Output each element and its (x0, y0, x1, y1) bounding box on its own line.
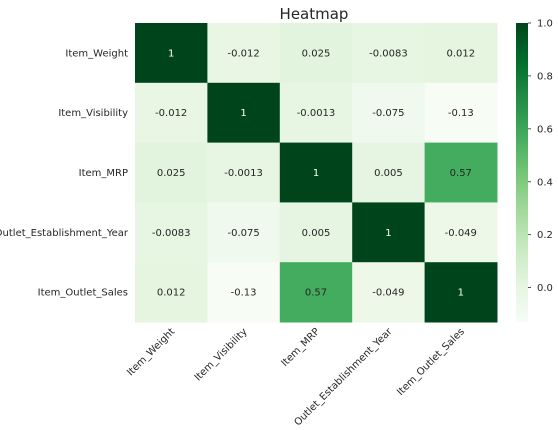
cell-value-label: -0.0013 (297, 108, 336, 119)
cell-value-label: -0.075 (227, 228, 259, 239)
heatmap-cell (352, 262, 426, 323)
chart-title: Heatmap (280, 5, 349, 23)
heatmap-cell (352, 23, 426, 84)
cell-value-label: 1 (458, 288, 464, 299)
colorbar-tick-label: 1.0 (537, 19, 553, 30)
colorbar-tick-label: 0.8 (537, 71, 553, 82)
colorbar-ticks: 0.0 0.2 0.4 0.6 0.8 1.0 (528, 19, 553, 294)
column-label: Item_Visibility (193, 326, 250, 383)
cell-value-label: -0.0013 (224, 168, 263, 179)
cell-value-label: 0.025 (302, 48, 331, 59)
cell-value-label: 1 (313, 168, 319, 179)
heatmap-cell (279, 23, 353, 84)
heatmap-cell (352, 202, 426, 263)
cell-value-label: 0.57 (305, 288, 327, 299)
heatmap-cell (207, 82, 281, 144)
heatmap-cell (135, 23, 208, 84)
colorbar-tick-label: 0.2 (537, 230, 553, 241)
cell-value-label: 0.012 (157, 288, 186, 299)
row-label: Outlet_Establishment_Year (0, 228, 129, 239)
heatmap-cell (424, 202, 498, 263)
heatmap-cell (135, 202, 208, 263)
heatmap-cell (279, 82, 353, 144)
heatmap-cell (424, 23, 498, 84)
colorbar (516, 23, 528, 322)
cell-value-label: -0.13 (448, 108, 474, 119)
cell-value-label: 0.005 (302, 228, 331, 239)
cell-value-label: -0.049 (372, 288, 404, 299)
heatmap-cell (424, 142, 498, 203)
heatmap-cell (207, 262, 281, 323)
cell-value-label: -0.13 (231, 288, 257, 299)
cell-value-label: 0.005 (374, 168, 403, 179)
heatmap-cell (279, 262, 353, 323)
cell-value-label: -0.0083 (369, 48, 408, 59)
heatmap-cells: 1 -0.012 0.025 -0.0083 0.012 -0.012 1 -0.0013 -0… (135, 23, 498, 323)
row-label: Item_MRP (79, 168, 128, 179)
heatmap-cell (135, 262, 208, 323)
heatmap-cell (135, 142, 208, 203)
cell-value-label: -0.075 (372, 108, 404, 119)
heatmap-cell (135, 82, 208, 144)
cell-value-label: 0.025 (157, 168, 186, 179)
column-label: Item_Weight (125, 326, 177, 378)
column-label: Item_MRP (279, 326, 322, 369)
cell-value-label: 1 (240, 108, 246, 119)
heatmap-cell (207, 23, 281, 84)
cell-value-label: 0.012 (446, 48, 475, 59)
heatmap-cell (424, 262, 498, 323)
row-label: Item_Outlet_Sales (38, 288, 128, 299)
colorbar-tick-label: 0.6 (537, 124, 553, 135)
cell-value-label: 0.57 (450, 168, 472, 179)
cell-value-label: -0.0083 (152, 228, 191, 239)
row-labels: Item_Weight Item_Visibility Item_MRP Outlet… (0, 48, 129, 298)
heatmap-cell (207, 202, 281, 263)
row-label: Item_Visibility (58, 108, 128, 119)
heatmap-cell (279, 202, 353, 263)
heatmap-cell (279, 142, 353, 203)
column-label: Item_Outlet_Sales (395, 326, 467, 398)
colorbar-tick-label: 0.4 (537, 177, 553, 188)
cell-value-label: -0.049 (445, 228, 477, 239)
cell-value-label: -0.012 (227, 48, 259, 59)
heatmap-cell (424, 82, 498, 144)
column-labels: Item_Weight Item_Visibility Item_MRPOutlet… (125, 326, 467, 429)
cell-value-label: -0.012 (155, 108, 187, 119)
heatmap-cell (352, 82, 426, 144)
heatmap-cell (207, 142, 281, 203)
cell-value-label: 1 (168, 48, 174, 59)
heatmap-cell (352, 142, 426, 203)
cell-value-label: 1 (385, 228, 391, 239)
row-label: Item_Weight (65, 48, 128, 59)
colorbar-tick-label: 0.0 (537, 283, 553, 294)
